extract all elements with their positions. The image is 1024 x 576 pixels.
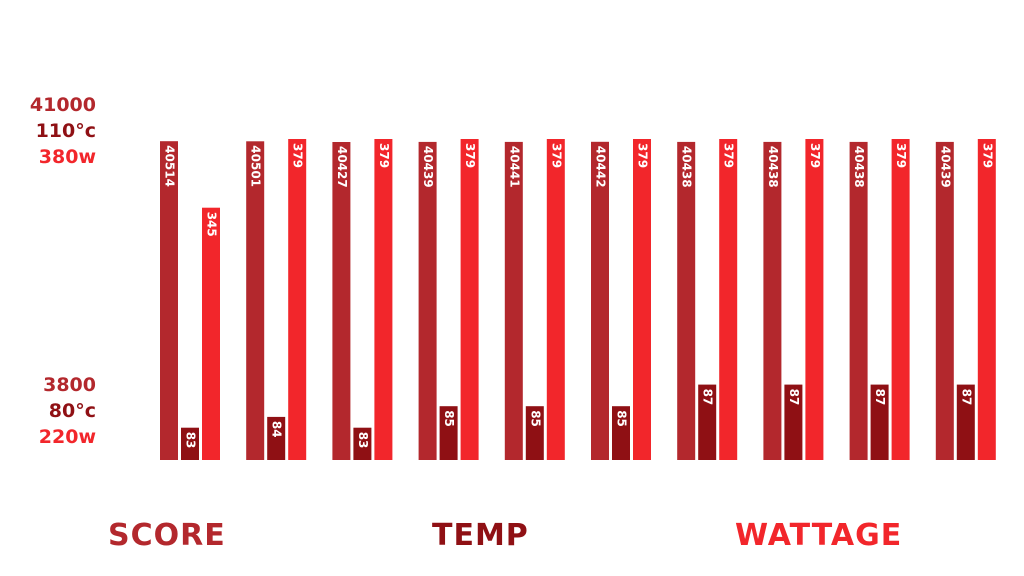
- bar-watt-8: [805, 139, 824, 460]
- axis-top-score: 41000: [29, 94, 96, 116]
- bar-score-2: [246, 141, 265, 461]
- bar-label-watt-6: 379: [636, 143, 650, 168]
- axis-bottom-labels: 3800 80°c 220w: [0, 372, 96, 450]
- bar-temp-7: [698, 384, 717, 460]
- bar-label-temp-7: 87: [701, 389, 715, 406]
- bar-watt-2: [288, 139, 307, 460]
- bar-label-score-10: 40439: [938, 146, 952, 188]
- bar-temp-2: [267, 416, 286, 460]
- axis-top-watt: 380w: [38, 146, 96, 168]
- bar-label-score-9: 40438: [852, 146, 866, 188]
- bar-watt-3: [374, 139, 393, 460]
- bar-label-score-8: 40438: [766, 146, 780, 188]
- legend-wattage: WATTAGE: [735, 518, 903, 553]
- bar-label-watt-2: 379: [291, 143, 305, 168]
- bar-label-watt-3: 379: [377, 143, 391, 168]
- bar-watt-1: [202, 207, 220, 460]
- axis-bottom-score: 3800: [43, 374, 96, 396]
- bar-watt-7: [719, 139, 738, 460]
- bar-label-temp-9: 87: [873, 389, 887, 406]
- bar-temp-8: [784, 384, 803, 460]
- bar-label-watt-7: 379: [722, 143, 736, 168]
- bar-label-watt-1: 345: [205, 212, 219, 237]
- bar-label-watt-5: 379: [549, 143, 563, 168]
- bar-score-4: [418, 141, 437, 460]
- bar-watt-10: [977, 139, 996, 460]
- bar-score-1: [160, 141, 178, 460]
- bar-temp-6: [612, 406, 630, 460]
- axis-bottom-watt: 220w: [38, 426, 96, 448]
- bar-label-score-6: 40442: [594, 146, 608, 188]
- bar-temp-1: [181, 427, 199, 460]
- bar-score-5: [504, 141, 523, 460]
- axis-bottom-temp: 80°c: [48, 400, 96, 422]
- bar-score-6: [591, 141, 609, 461]
- bar-temp-10: [956, 384, 975, 460]
- axis-top-labels: 41000 110°c 380w: [0, 92, 96, 170]
- bar-watt-6: [633, 139, 651, 460]
- bar-label-temp-6: 85: [615, 410, 629, 427]
- bar-label-watt-8: 379: [808, 143, 822, 168]
- bar-label-temp-10: 87: [959, 389, 973, 406]
- bar-label-temp-3: 83: [356, 432, 370, 449]
- legend-score: SCORE: [108, 518, 226, 553]
- bar-score-3: [332, 142, 351, 460]
- legend-temp: TEMP: [432, 518, 529, 553]
- bar-label-score-5: 40441: [507, 146, 521, 188]
- bar-label-score-3: 40427: [335, 146, 349, 188]
- bar-watt-5: [546, 139, 565, 460]
- bar-label-temp-8: 87: [787, 389, 801, 406]
- bar-label-temp-1: 83: [184, 432, 198, 449]
- bar-temp-9: [870, 384, 889, 460]
- bar-label-watt-9: 379: [894, 143, 908, 168]
- axis-top-temp: 110°c: [35, 120, 96, 142]
- bar-label-score-2: 40501: [249, 145, 263, 187]
- bar-label-temp-4: 85: [442, 410, 456, 427]
- bar-label-temp-5: 85: [528, 410, 542, 427]
- bar-temp-5: [525, 406, 544, 460]
- bar-score-7: [677, 141, 696, 460]
- bar-label-watt-4: 379: [463, 143, 477, 168]
- bar-temp-3: [353, 427, 372, 460]
- bar-watt-4: [460, 139, 479, 460]
- bar-watt-9: [891, 139, 910, 460]
- bar-score-9: [849, 141, 868, 460]
- bar-score-8: [763, 141, 782, 460]
- bar-temp-4: [439, 406, 458, 460]
- bar-label-watt-10: 379: [980, 143, 994, 168]
- bar-label-score-7: 40438: [680, 146, 694, 188]
- bar-label-temp-2: 84: [270, 421, 284, 438]
- bar-label-score-4: 40439: [421, 146, 435, 188]
- bar-label-score-1: 40514: [163, 145, 177, 187]
- bar-score-10: [935, 141, 954, 460]
